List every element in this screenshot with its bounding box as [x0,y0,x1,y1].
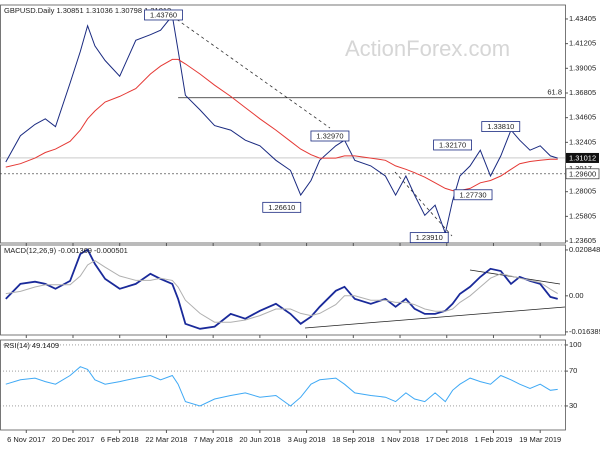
x-tick-label: 7 May 2018 [194,435,233,444]
panel-title: RSI(14) 49.1409 [4,341,59,350]
y-tick-label: 1.43405 [569,14,596,23]
series-line [5,14,558,235]
annotation-box [262,201,302,213]
x-tick-label: 1 Feb 2019 [474,435,512,444]
series-line [5,366,558,407]
level-label: 61.8 [547,88,562,97]
x-tick-label: 3 Aug 2018 [288,435,326,444]
panel-frame [0,244,566,336]
x-tick-label: 19 Mar 2019 [519,435,561,444]
x-tick-label: 6 Feb 2018 [101,435,139,444]
series-line [5,248,558,330]
y-tick-label: 1.32405 [569,137,596,146]
x-tick-label: 20 Jun 2018 [239,435,280,444]
y-tick-label: 1.34605 [569,113,596,122]
series-line [5,58,558,192]
x-tick-label: 6 Nov 2017 [7,435,45,444]
panel-title: GBPUSD.Daily 1.30851 1.31036 1.30798 1.3… [4,6,171,15]
annotation-label: 1.32170 [439,140,466,149]
x-tick-label: 18 Sep 2018 [332,435,375,444]
annotation-box [409,232,449,244]
annotation-box [453,189,493,201]
y-tick-label: 1.36805 [569,88,596,97]
y-tick-label: 1.28005 [569,187,596,196]
y-tick-label: 0.020848 [569,245,600,254]
y-tick-label: -0.016389 [569,327,600,336]
x-tick-label: 22 Mar 2018 [145,435,187,444]
y-tick-label: 1.25805 [569,211,596,220]
y-tick-label: 70 [569,366,577,375]
price-label-box [566,163,599,174]
y-tick-label: 1.23605 [569,236,596,245]
trend-line [304,306,566,329]
price-label-box [565,168,600,180]
panel-title: MACD(12,26,9) -0.001369 -0.000501 [4,246,128,255]
price-label: 1.29600 [569,169,596,178]
y-tick-label: 1.41205 [569,39,596,48]
annotation-label: 1.33810 [487,122,514,131]
series-line [5,260,558,323]
y-tick-label: 1.39005 [569,63,596,72]
annotation-label: 1.32970 [316,131,343,140]
x-tick-label: 17 Dec 2018 [425,435,468,444]
annotation-box [481,121,521,132]
annotation-label: 1.27730 [459,190,486,199]
x-tick-label: 1 Nov 2018 [381,435,419,444]
price-label: 1.3017 [569,164,592,173]
annotation-box [310,130,350,142]
annotation-label: 1.43760 [150,10,177,19]
y-tick-label: 0.00 [569,291,584,300]
watermark: ActionForex.com [345,36,510,61]
price-label: 1.31012 [569,153,596,162]
price-label-box [566,152,599,163]
annotation-label: 1.23910 [416,233,443,242]
trend-line [394,171,453,237]
panel-frame [0,339,566,431]
panel-frame [0,4,566,244]
annotation-box [433,139,472,151]
annotation-label: 1.26610 [268,203,295,212]
y-tick-label: 30 [569,401,577,410]
y-tick-label: 100 [569,340,582,349]
trend-line [171,15,331,129]
annotation-box [144,9,183,21]
x-tick-label: 20 Dec 2017 [52,435,95,444]
